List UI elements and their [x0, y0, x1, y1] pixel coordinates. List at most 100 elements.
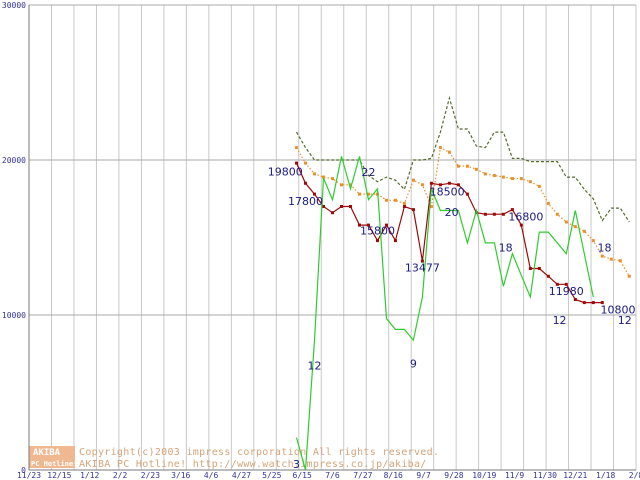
x-tick-label: 8/16	[384, 471, 403, 480]
series-point-2	[555, 282, 559, 286]
x-tick-label: 10/19	[472, 471, 496, 480]
data-label: 18500	[430, 186, 465, 199]
series-point-1	[528, 180, 532, 184]
series-point-2	[313, 192, 317, 196]
series-point-1	[393, 198, 397, 202]
copyright-line: Copyright(c)2003 impress corporation All…	[79, 447, 439, 458]
chart-series	[295, 95, 631, 471]
x-tick-label: 2/2	[113, 471, 128, 480]
x-tick-label: 7/27	[353, 471, 372, 480]
series-point-1	[357, 192, 361, 196]
series-point-2	[519, 223, 523, 227]
series-line-0	[295, 95, 630, 223]
x-tick-label: 7/6	[325, 471, 340, 480]
series-point-1	[627, 274, 631, 278]
akiba-badge	[29, 446, 75, 468]
data-label: 18	[598, 242, 612, 255]
x-tick-label: 1/12	[80, 471, 99, 480]
x-tick-label: 12/15	[47, 471, 71, 480]
site-url-line: AKIBA PC Hotline! http://www.watch.impre…	[79, 459, 427, 470]
series-point-2	[492, 212, 496, 216]
series-point-1	[609, 257, 613, 261]
data-label: 13477	[405, 262, 440, 275]
y-tick-label: 30000	[2, 1, 26, 10]
data-label: 15800	[360, 224, 395, 237]
series-point-1	[322, 175, 326, 179]
series-point-1	[591, 239, 595, 243]
series-point-1	[618, 259, 622, 263]
series-point-2	[331, 211, 334, 215]
series-point-1	[483, 172, 487, 176]
series-point-1	[501, 175, 505, 179]
series-point-2	[402, 205, 406, 208]
series-point-1	[582, 229, 586, 233]
data-label: 16800	[508, 210, 543, 223]
series-point-2	[420, 259, 424, 263]
series-point-2	[411, 208, 415, 212]
series-point-2	[366, 223, 370, 227]
series-point-2	[447, 181, 451, 185]
x-tick-label: 9/28	[444, 471, 463, 480]
series-point-1	[339, 183, 343, 187]
data-label: 17800	[288, 195, 323, 208]
series-point-2	[375, 239, 379, 243]
y-tick-label: 0	[21, 466, 26, 475]
series-point-1	[420, 183, 424, 187]
series-point-1	[537, 184, 541, 188]
series-point-1	[600, 254, 604, 258]
chart-data-labels: 19800 17800 15800 13477 18500 16800 11980 10800…	[268, 166, 636, 471]
akiba-badge-top: AKIBA	[33, 448, 61, 458]
data-label: 10800	[601, 303, 636, 316]
series-point-1	[519, 177, 523, 181]
data-label: 12	[553, 314, 567, 327]
series-point-2	[304, 181, 308, 185]
series-point-1	[492, 174, 496, 177]
series-point-1	[411, 178, 415, 182]
akiba-badge-bottom: PC Hotline!	[31, 460, 77, 468]
series-point-1	[304, 161, 308, 165]
series-point-2	[600, 301, 604, 305]
series-point-1	[313, 172, 317, 176]
series-point-1	[348, 183, 352, 187]
series-point-2	[546, 274, 550, 278]
series-point-2	[322, 205, 326, 208]
series-point-2	[429, 181, 433, 185]
series-point-1	[402, 201, 406, 205]
x-tick-label: 6/15	[293, 471, 312, 480]
series-point-1	[573, 225, 577, 229]
data-label: 19800	[268, 166, 303, 179]
chart-grid	[28, 4, 637, 471]
data-label: 20	[445, 206, 459, 219]
series-line-3	[295, 156, 594, 471]
x-tick-label: 1/18	[596, 471, 615, 480]
data-label: 12	[308, 359, 322, 372]
copyright-watermark: AKIBA PC Hotline! Copyright(c)2003 impre…	[29, 446, 439, 470]
series-point-2	[582, 301, 586, 305]
series-point-1	[465, 164, 469, 168]
series-point-1	[438, 146, 442, 150]
x-tick-label: 11/30	[533, 471, 557, 480]
x-tick-label: 2/23	[141, 471, 160, 480]
series-point-2	[510, 208, 514, 212]
series-point-2	[564, 282, 568, 286]
series-point-2	[528, 267, 532, 270]
series-point-2	[438, 183, 442, 187]
series-point-2	[384, 223, 388, 227]
series-point-2	[348, 205, 352, 208]
data-label: 11980	[549, 285, 584, 298]
x-tick-label: 2/8	[629, 471, 640, 480]
series-point-1	[456, 164, 460, 168]
x-tick-label: 5/25	[262, 471, 281, 480]
data-label: 22	[361, 166, 375, 179]
series-point-2	[591, 301, 595, 305]
series-point-2	[465, 192, 469, 196]
series-point-1	[331, 177, 334, 181]
x-tick-label: 11/23	[17, 471, 41, 480]
series-point-2	[339, 205, 343, 208]
series-point-1	[447, 150, 451, 154]
x-tick-label: 12/21	[563, 471, 587, 480]
series-point-1	[564, 220, 568, 224]
x-tick-label: 3/16	[171, 471, 190, 480]
series-point-2	[357, 223, 361, 227]
